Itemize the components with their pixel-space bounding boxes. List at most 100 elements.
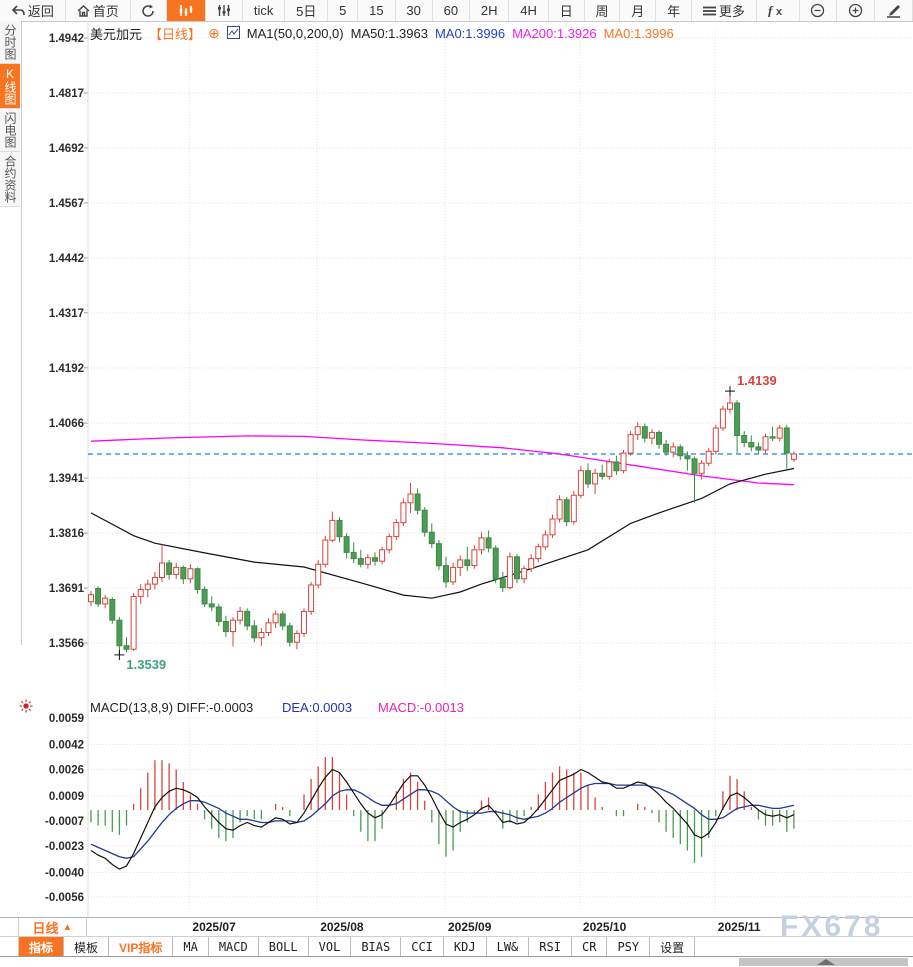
toolbar-button-home[interactable]: 首页 <box>66 0 131 21</box>
dea-line <box>90 782 795 859</box>
toolbar-button-week[interactable]: 周 <box>585 0 621 21</box>
indicator-tab-[interactable]: 设置 <box>650 937 696 957</box>
toolbar-button-candle-chart[interactable] <box>167 0 207 21</box>
fx678-watermark: FX678 <box>780 910 884 943</box>
dea-value: DEA:0.0003 <box>282 700 352 715</box>
toolbar-button-5d[interactable]: 5日 <box>285 0 329 21</box>
symbol-name: 美元加元 <box>90 27 143 42</box>
toolbar-button-label: tick <box>253 3 274 18</box>
period-up-arrow-icon: ▲ <box>62 921 73 933</box>
x-axis-label: 2025/09 <box>448 920 492 934</box>
svg-text:1.4442: 1.4442 <box>49 253 84 265</box>
svg-text:1.4567: 1.4567 <box>49 198 84 210</box>
zoom-out-icon <box>810 3 825 18</box>
back-arrow-icon <box>11 4 25 17</box>
horizontal-scrollbar[interactable] <box>0 956 913 967</box>
candle-chart-icon <box>178 4 194 17</box>
toolbar-button-refresh[interactable] <box>131 0 168 21</box>
zoom-in-icon <box>848 3 863 18</box>
svg-text:1.4066: 1.4066 <box>49 418 84 430</box>
svg-text:1.3941: 1.3941 <box>49 473 85 485</box>
toolbar-button-h4[interactable]: 4H <box>509 0 549 21</box>
toolbar-button-back[interactable]: 返回 <box>0 0 66 21</box>
svg-text:-0.0056: -0.0056 <box>45 892 84 904</box>
svg-text:1.3566: 1.3566 <box>49 638 84 650</box>
toolbar-button-m5[interactable]: 5 <box>328 0 359 21</box>
indicator-tab-macd[interactable]: MACD <box>209 937 259 957</box>
toolbar-button-zoom-out[interactable] <box>800 0 838 21</box>
macd-value: MACD:-0.0013 <box>378 700 464 715</box>
price-candlestick-chart[interactable]: 1.4942 1.4817 1.4692 1.4567 1.4442 1.4317 1.41… <box>0 21 913 696</box>
toolbar-button-draw[interactable] <box>875 0 913 21</box>
indicator-tab-rsi[interactable]: RSI <box>529 937 572 957</box>
price-chart-header: 美元加元 【日线】 ⊕ MA1(50,0,200,0) MA50:1.3963 … <box>90 24 674 43</box>
toolbar-button-m60[interactable]: 60 <box>433 0 470 21</box>
toolbar-button-m30[interactable]: 30 <box>396 0 433 21</box>
svg-text:0.0009: 0.0009 <box>49 791 84 803</box>
indicator-tab-vol[interactable]: VOL <box>309 937 352 957</box>
toolbar-button-label: 年 <box>667 4 681 19</box>
scrollbar-up-arrow-icon[interactable] <box>817 959 835 965</box>
toolbar-button-label: 30 <box>406 3 421 18</box>
period-selector[interactable]: 日线 ▲ <box>18 918 87 936</box>
indicator-tab-vip[interactable]: VIP指标 <box>109 937 174 957</box>
toolbar-button-label: 15 <box>369 3 384 18</box>
toolbar-button-more[interactable]: 更多 <box>692 0 757 21</box>
indicator-tab-ma[interactable]: MA <box>173 937 209 957</box>
svg-text:-0.0023: -0.0023 <box>45 841 84 853</box>
toolbar-button-h2[interactable]: 2H <box>470 0 510 21</box>
toolbar-button-tick[interactable]: tick <box>243 0 286 21</box>
toolbar-button-zoom-in[interactable] <box>837 0 876 21</box>
plus-circle-icon[interactable]: ⊕ <box>208 25 220 41</box>
toolbar-button-label: 日 <box>559 4 573 19</box>
svg-text:1.4692: 1.4692 <box>49 143 84 155</box>
toolbar-button-label: 60 <box>443 3 459 18</box>
indicator-tab-kdj[interactable]: KDJ <box>444 937 487 957</box>
svg-text:f: f <box>768 4 774 17</box>
pen-icon <box>886 4 901 18</box>
indicator-tab-[interactable]: 模板 <box>64 937 110 957</box>
ma0-blue-value: MA0:1.3996 <box>434 26 506 41</box>
toolbar-button-indicator-sliders[interactable] <box>206 0 243 21</box>
svg-text:1.4942: 1.4942 <box>49 33 84 45</box>
indicator-tab-[interactable]: 指标 <box>19 937 65 957</box>
sidebar-tab-contract-info[interactable]: 合约资料 <box>0 152 20 207</box>
indicator-tab-cr[interactable]: CR <box>572 937 608 957</box>
svg-text:1.3816: 1.3816 <box>49 528 84 540</box>
high-price-annotation: 1.4139 <box>737 373 777 388</box>
scrollbar-thumb[interactable] <box>739 958 908 966</box>
toolbar-button-label: 5日 <box>296 4 317 19</box>
toolbar-button-day[interactable]: 日 <box>549 0 585 21</box>
svg-text:1.3691: 1.3691 <box>49 583 85 595</box>
refresh-icon <box>141 4 155 18</box>
svg-text:0.0026: 0.0026 <box>49 765 84 777</box>
indicator-settings-sun-icon[interactable] <box>19 699 33 718</box>
toolbar-button-m15[interactable]: 15 <box>358 0 396 21</box>
mini-chart-icon[interactable] <box>226 25 240 42</box>
sidebar-tab-kline[interactable]: K线图 <box>0 64 20 109</box>
toolbar-button-label: 2H <box>480 3 498 18</box>
indicator-tab-cci[interactable]: CCI <box>401 937 444 957</box>
home-icon <box>77 4 90 17</box>
indicator-tab-lw[interactable]: LW& <box>487 937 530 957</box>
svg-text:0.0042: 0.0042 <box>49 740 84 752</box>
indicator-tab-bias[interactable]: BIAS <box>351 937 402 957</box>
ma200-line <box>90 435 794 486</box>
menu-icon <box>702 6 716 16</box>
toolbar-button-year[interactable]: 年 <box>656 0 692 21</box>
svg-text:0.0059: 0.0059 <box>49 713 84 725</box>
sidebar-tab-lightning[interactable]: 闪电图 <box>0 109 20 152</box>
macd-indicator-panel[interactable]: 0.0059 0.0042 0.0026 0.0009 -0.0007 -0.0023 -0… <box>0 696 913 917</box>
low-price-annotation: 1.3539 <box>126 657 166 672</box>
svg-text:1.4817: 1.4817 <box>49 88 84 100</box>
low-cross-marker <box>114 649 125 660</box>
indicator-tab-boll[interactable]: BOLL <box>259 937 309 957</box>
toolbar-button-month[interactable]: 月 <box>620 0 657 21</box>
sidebar-tab-time-share[interactable]: 分时图 <box>0 21 20 64</box>
ma0-orange-value: MA0:1.3996 <box>603 26 674 41</box>
diff-line <box>90 768 795 870</box>
indicator-tab-psy[interactable]: PSY <box>607 937 651 957</box>
